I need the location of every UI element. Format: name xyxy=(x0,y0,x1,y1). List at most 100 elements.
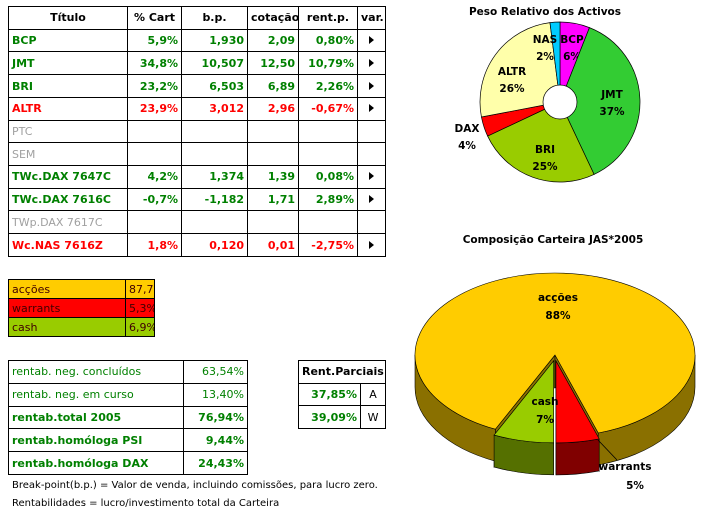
stock-name: TWc.DAX 7616C xyxy=(8,187,128,212)
stock-name: ALTR xyxy=(8,96,128,121)
allocation-row: cash 6,9% xyxy=(8,317,155,337)
slice-value: 5% xyxy=(626,480,644,492)
cell xyxy=(181,210,248,235)
var-cell xyxy=(357,165,386,189)
slice-label: BRI xyxy=(535,144,555,156)
allocation-value: 6,9% xyxy=(125,317,155,337)
cell: 3,012 xyxy=(181,96,248,121)
cell: 4,2% xyxy=(127,165,182,189)
var-cell xyxy=(357,28,386,53)
stock-row: Wc.NAS 7616Z 1,8% 0,120 0,01 -2,75% xyxy=(8,233,386,257)
cell: 0,80% xyxy=(298,28,358,53)
stock-row: TWc.DAX 7647C 4,2% 1,374 1,39 0,08% xyxy=(8,165,386,189)
returns-value: 13,40% xyxy=(183,382,248,407)
pie-slice xyxy=(479,22,561,118)
slice-value: 7% xyxy=(536,414,554,426)
pie-slice xyxy=(559,27,641,175)
header-row: Rent.Parciais xyxy=(297,360,387,384)
slice-value: 4% xyxy=(458,140,476,152)
var-cell xyxy=(357,96,386,121)
cell: 0,08% xyxy=(298,165,358,189)
slice-value: 25% xyxy=(532,161,558,173)
leader-line xyxy=(597,439,618,461)
partial-label: W xyxy=(359,405,387,429)
stock-row: JMT 34,8% 10,507 12,50 10,79% xyxy=(8,51,386,76)
arrow-icon xyxy=(369,81,374,90)
var-cell xyxy=(357,51,386,76)
note: Break-point(b.p.) = Valor de venda, incl… xyxy=(12,480,378,491)
cell: -2,75% xyxy=(298,233,358,257)
pie-slice xyxy=(493,360,554,444)
slice-label: JMT xyxy=(600,89,623,101)
cell xyxy=(127,210,182,235)
partial-value: 37,85% xyxy=(298,382,361,407)
allocation-value: 5,3% xyxy=(125,298,155,318)
cell: 2,96 xyxy=(247,96,299,121)
cell: 0,120 xyxy=(181,233,248,257)
cell xyxy=(298,119,358,144)
cell: 2,89% xyxy=(298,187,358,212)
cell: -0,7% xyxy=(127,187,182,212)
pie-slice xyxy=(555,359,600,444)
cell xyxy=(247,119,299,144)
stock-name: TWp.DAX 7617C xyxy=(8,210,128,235)
arrow-icon xyxy=(369,172,374,181)
returns-value: 9,44% xyxy=(183,428,248,453)
cell: 12,50 xyxy=(247,51,299,76)
slice-value: 26% xyxy=(499,83,525,95)
allocation-value: 87,7% xyxy=(125,279,155,299)
stock-row: BCP 5,9% 1,930 2,09 0,80% xyxy=(8,28,386,53)
returns-row: rentab. neg. concluídos 63,54% xyxy=(8,360,248,384)
chart-title: Composição Carteira JAS*2005 xyxy=(463,234,644,246)
var-cell xyxy=(357,142,386,167)
returns-label: rentab.homóloga PSI xyxy=(8,428,184,453)
cell: 34,8% xyxy=(127,51,182,76)
returns-row: rentab.total 2005 76,94% xyxy=(8,405,248,430)
pie-slice xyxy=(414,272,696,434)
cell: 10,507 xyxy=(181,51,248,76)
returns-label: rentab.homóloga DAX xyxy=(8,451,184,475)
slice-side xyxy=(555,438,600,476)
arrow-icon xyxy=(369,36,374,45)
returns-table: rentab. neg. concluídos 63,54% rentab. neg… xyxy=(8,360,248,475)
cell xyxy=(298,142,358,167)
pie-slice xyxy=(487,101,595,183)
slice-value: 37% xyxy=(599,106,625,118)
stock-name: JMT xyxy=(8,51,128,76)
cell xyxy=(247,210,299,235)
chart-title: Peso Relativo dos Activos xyxy=(469,6,621,18)
column-header: rent.p. xyxy=(298,6,358,30)
header-row: Título% Cart b.p. cotação rent.p. var. xyxy=(8,6,386,30)
stock-name: PTC xyxy=(8,119,128,144)
cell: 1,39 xyxy=(247,165,299,189)
stock-row: PTC xyxy=(8,119,386,144)
allocation-label: warrants xyxy=(8,298,126,318)
var-cell xyxy=(357,74,386,98)
column-header: % Cart xyxy=(127,6,182,30)
cell: 5,9% xyxy=(127,28,182,53)
partial-label: A xyxy=(359,382,387,407)
returns-row: rentab.homóloga DAX 24,43% xyxy=(8,451,248,475)
cell: 10,79% xyxy=(298,51,358,76)
slice-value: 88% xyxy=(545,310,571,322)
returns-label: rentab. neg. em curso xyxy=(8,382,184,407)
slice-label: warrants xyxy=(599,461,652,473)
cell: 2,09 xyxy=(247,28,299,53)
cell: 1,930 xyxy=(181,28,248,53)
stock-row: ALTR 23,9% 3,012 2,96 -0,67% xyxy=(8,96,386,121)
cell: 23,9% xyxy=(127,96,182,121)
returns-value: 24,43% xyxy=(183,451,248,475)
cell xyxy=(181,142,248,167)
returns-value: 63,54% xyxy=(183,360,248,384)
slice-label: cash xyxy=(531,396,558,408)
slice-label: BCP xyxy=(560,34,584,46)
allocation-row: warrants 5,3% xyxy=(8,298,155,318)
donut-hole xyxy=(542,84,578,120)
cell: 23,2% xyxy=(127,74,182,98)
returns-row: rentab. neg. em curso 13,40% xyxy=(8,382,248,407)
cell xyxy=(247,142,299,167)
slice-label: ALTR xyxy=(498,66,526,78)
